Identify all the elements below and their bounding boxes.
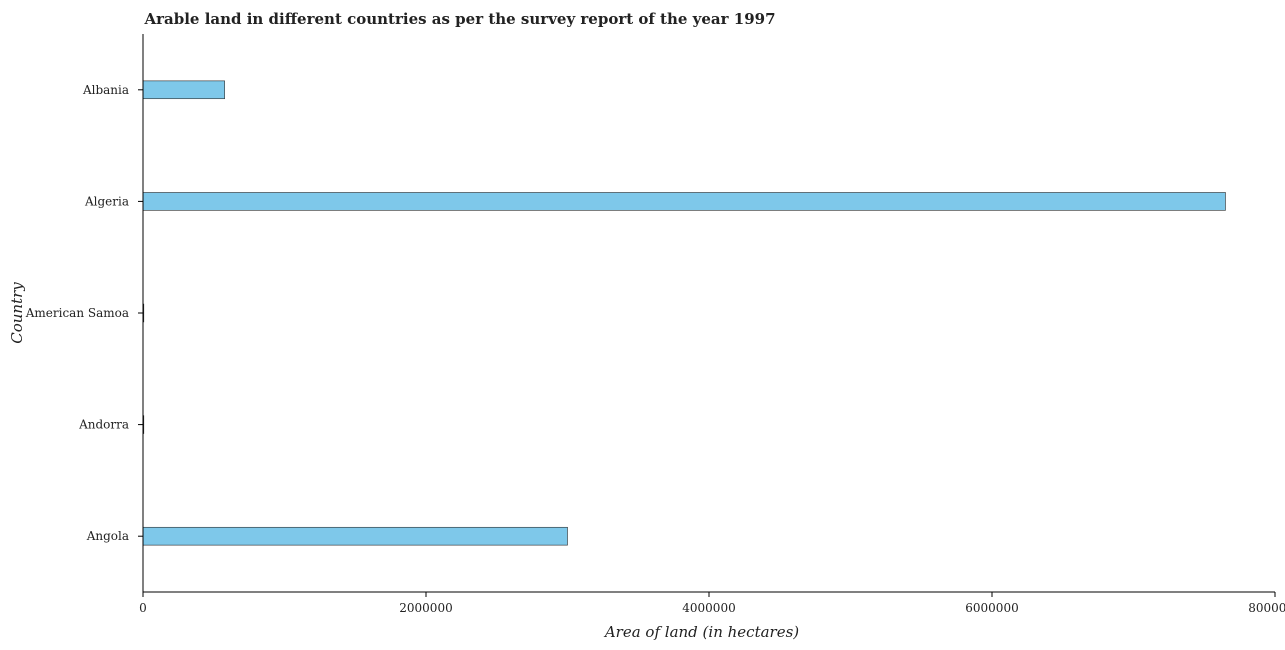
y-tick-label: Andorra <box>78 418 129 432</box>
x-tick-label: 2000000 <box>399 601 452 615</box>
x-tick-label: 6000000 <box>965 601 1018 615</box>
y-tick-label: Albania <box>82 83 129 97</box>
y-tick-labels: Albania Algeria American Samoa Andorra Angol… <box>25 83 143 543</box>
bar-albania <box>142 80 225 100</box>
y-tick-label: American Samoa <box>25 306 129 320</box>
x-tick-label: 4000000 <box>682 601 735 615</box>
x-ticks: 0 2000000 4000000 6000000 8000000 <box>139 592 1285 615</box>
x-tick-label: 0 <box>139 601 147 615</box>
y-tick-label: Algeria <box>84 194 129 208</box>
bar-angola <box>142 526 568 546</box>
bars-group <box>142 80 1226 546</box>
bar-algeria <box>142 192 1226 211</box>
x-axis-label: Area of land (in hectares) <box>603 623 799 641</box>
y-axis-label: Country <box>8 282 26 344</box>
x-tick-label: 8000000 <box>1248 601 1285 615</box>
y-tick-label: Angola <box>86 529 129 543</box>
chart-title: Arable land in different countries as pe… <box>143 10 775 28</box>
